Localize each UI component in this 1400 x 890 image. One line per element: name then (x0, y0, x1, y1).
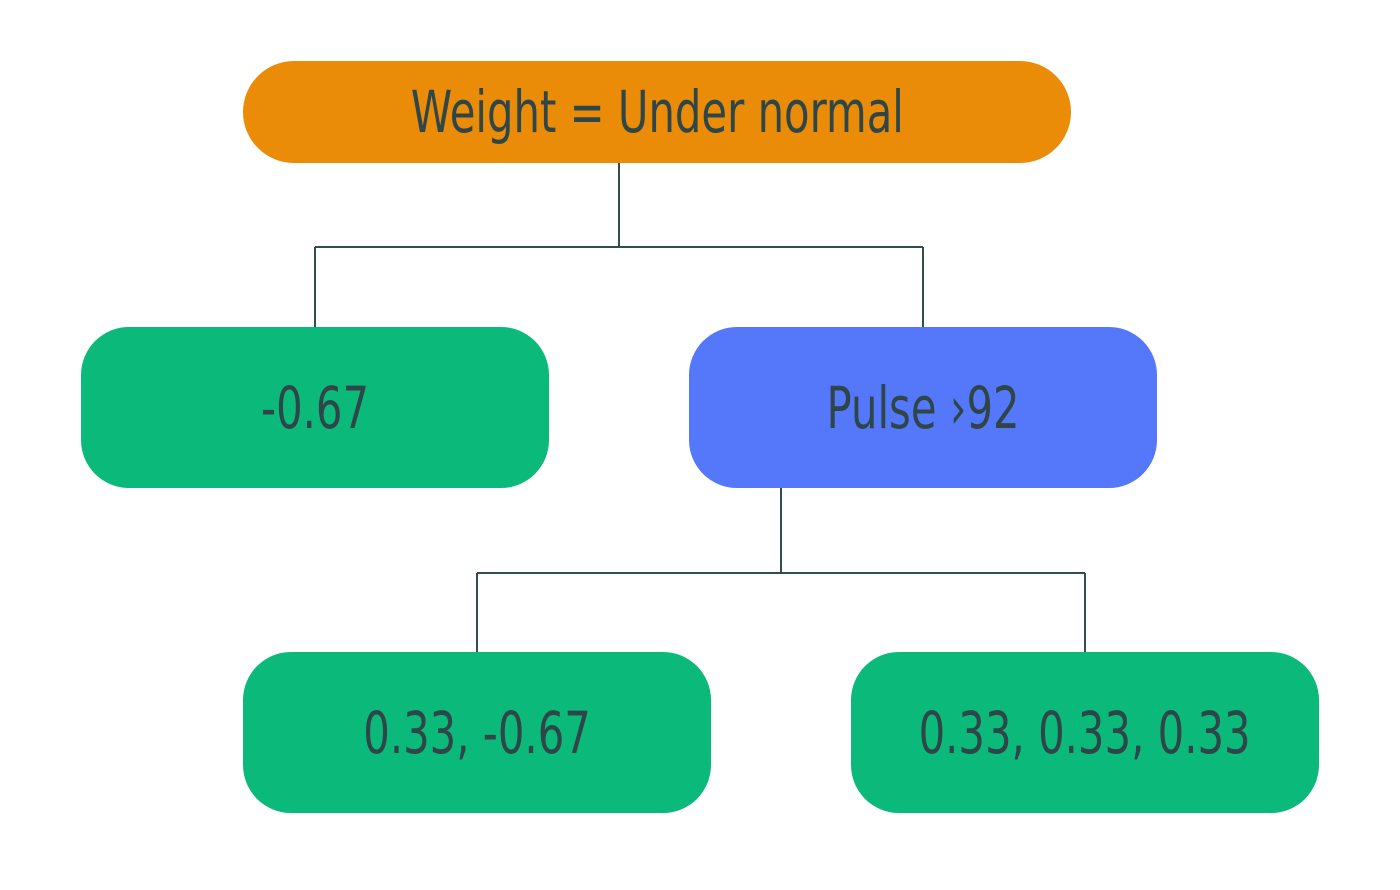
left-leaf-label: -0.67 (260, 373, 370, 442)
pulse-decision-label: Pulse ›92 (826, 373, 1020, 442)
bottom-right-leaf-label: 0.33, 0.33, 0.33 (918, 698, 1252, 767)
pulse-decision-node: Pulse ›92 (689, 327, 1157, 488)
bottom-right-leaf-node: 0.33, 0.33, 0.33 (851, 652, 1319, 813)
root-decision-node: Weight = Under normal (243, 61, 1071, 163)
left-leaf-node: -0.67 (81, 327, 549, 488)
root-decision-label: Weight = Under normal (410, 78, 904, 146)
bottom-left-leaf-node: 0.33, -0.67 (243, 652, 711, 813)
bottom-left-leaf-label: 0.33, -0.67 (363, 698, 591, 767)
